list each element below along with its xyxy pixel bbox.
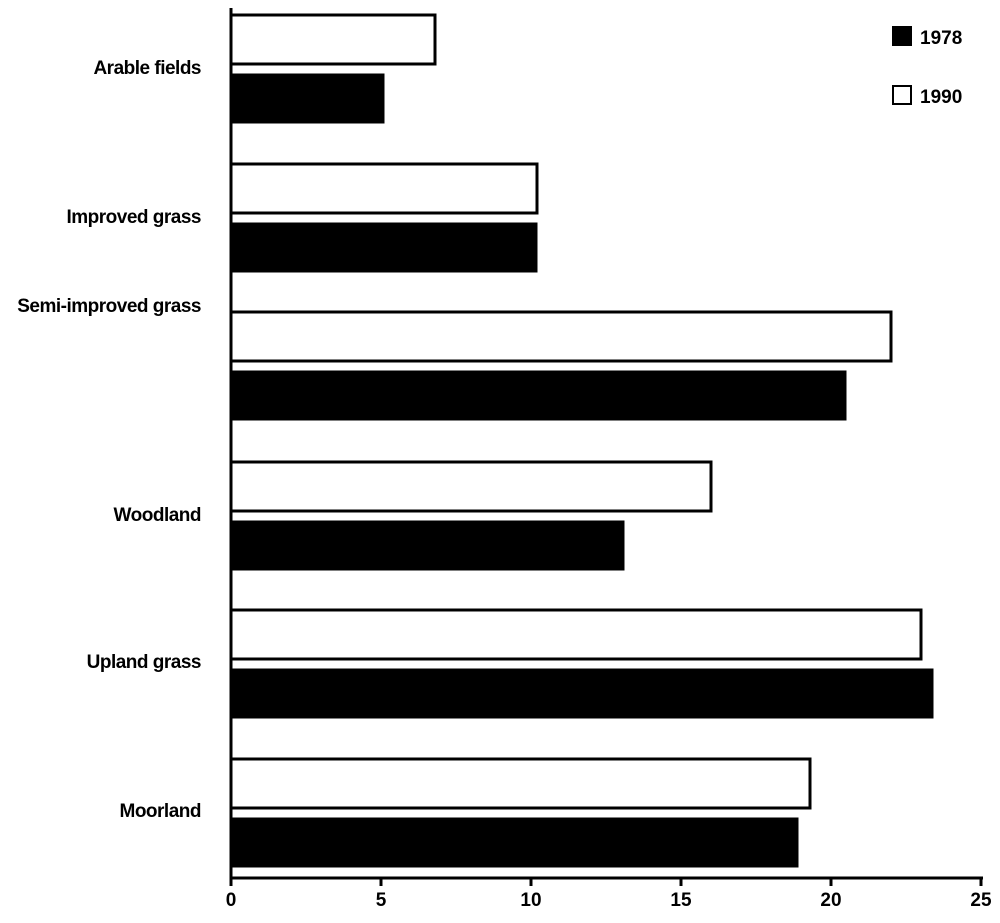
- legend: 1978 1990: [892, 26, 962, 108]
- category-labels: Arable fields Improved grass Semi-improved…: [17, 58, 201, 822]
- bar-1990-arable-fields: [229, 13, 437, 66]
- bar-1990-moorland: [229, 757, 812, 810]
- category-label: Semi-improved grass: [17, 296, 201, 317]
- legend-swatch-1978: [892, 26, 912, 46]
- category-label: Improved grass: [67, 207, 202, 228]
- x-tick-label: 10: [520, 890, 541, 911]
- bar-1978-improved-grass: [230, 222, 538, 273]
- legend-label-1990: 1990: [920, 87, 962, 108]
- category-label: Arable fields: [93, 58, 201, 79]
- x-tick-label: 15: [670, 890, 692, 911]
- bar-1978-woodland: [230, 520, 625, 571]
- legend-label-1978: 1978: [920, 28, 962, 49]
- bar-1990-semi-improved-grass: [229, 310, 893, 363]
- x-tick-label: 5: [376, 890, 387, 911]
- bar-1978-semi-improved-grass: [230, 370, 847, 421]
- category-label: Upland grass: [87, 652, 201, 673]
- x-tick-label: 0: [226, 890, 237, 911]
- bar-1978-arable-fields: [230, 73, 385, 124]
- bar-1990-improved-grass: [229, 162, 539, 215]
- axes-layer: [229, 8, 983, 880]
- bar-1978-upland-grass: [230, 668, 934, 719]
- bar-1990-woodland: [229, 460, 713, 513]
- x-tick-label: 20: [820, 890, 841, 911]
- category-label: Moorland: [120, 801, 202, 822]
- bar-1990-upland-grass: [229, 608, 923, 661]
- x-ticks: 0 5 10 15 20 25: [226, 878, 992, 911]
- bars-layer: [229, 13, 934, 868]
- bar-1978-moorland: [230, 817, 799, 868]
- legend-swatch-1990: [892, 85, 912, 105]
- x-tick-label: 25: [970, 890, 992, 911]
- category-label: Woodland: [114, 505, 201, 526]
